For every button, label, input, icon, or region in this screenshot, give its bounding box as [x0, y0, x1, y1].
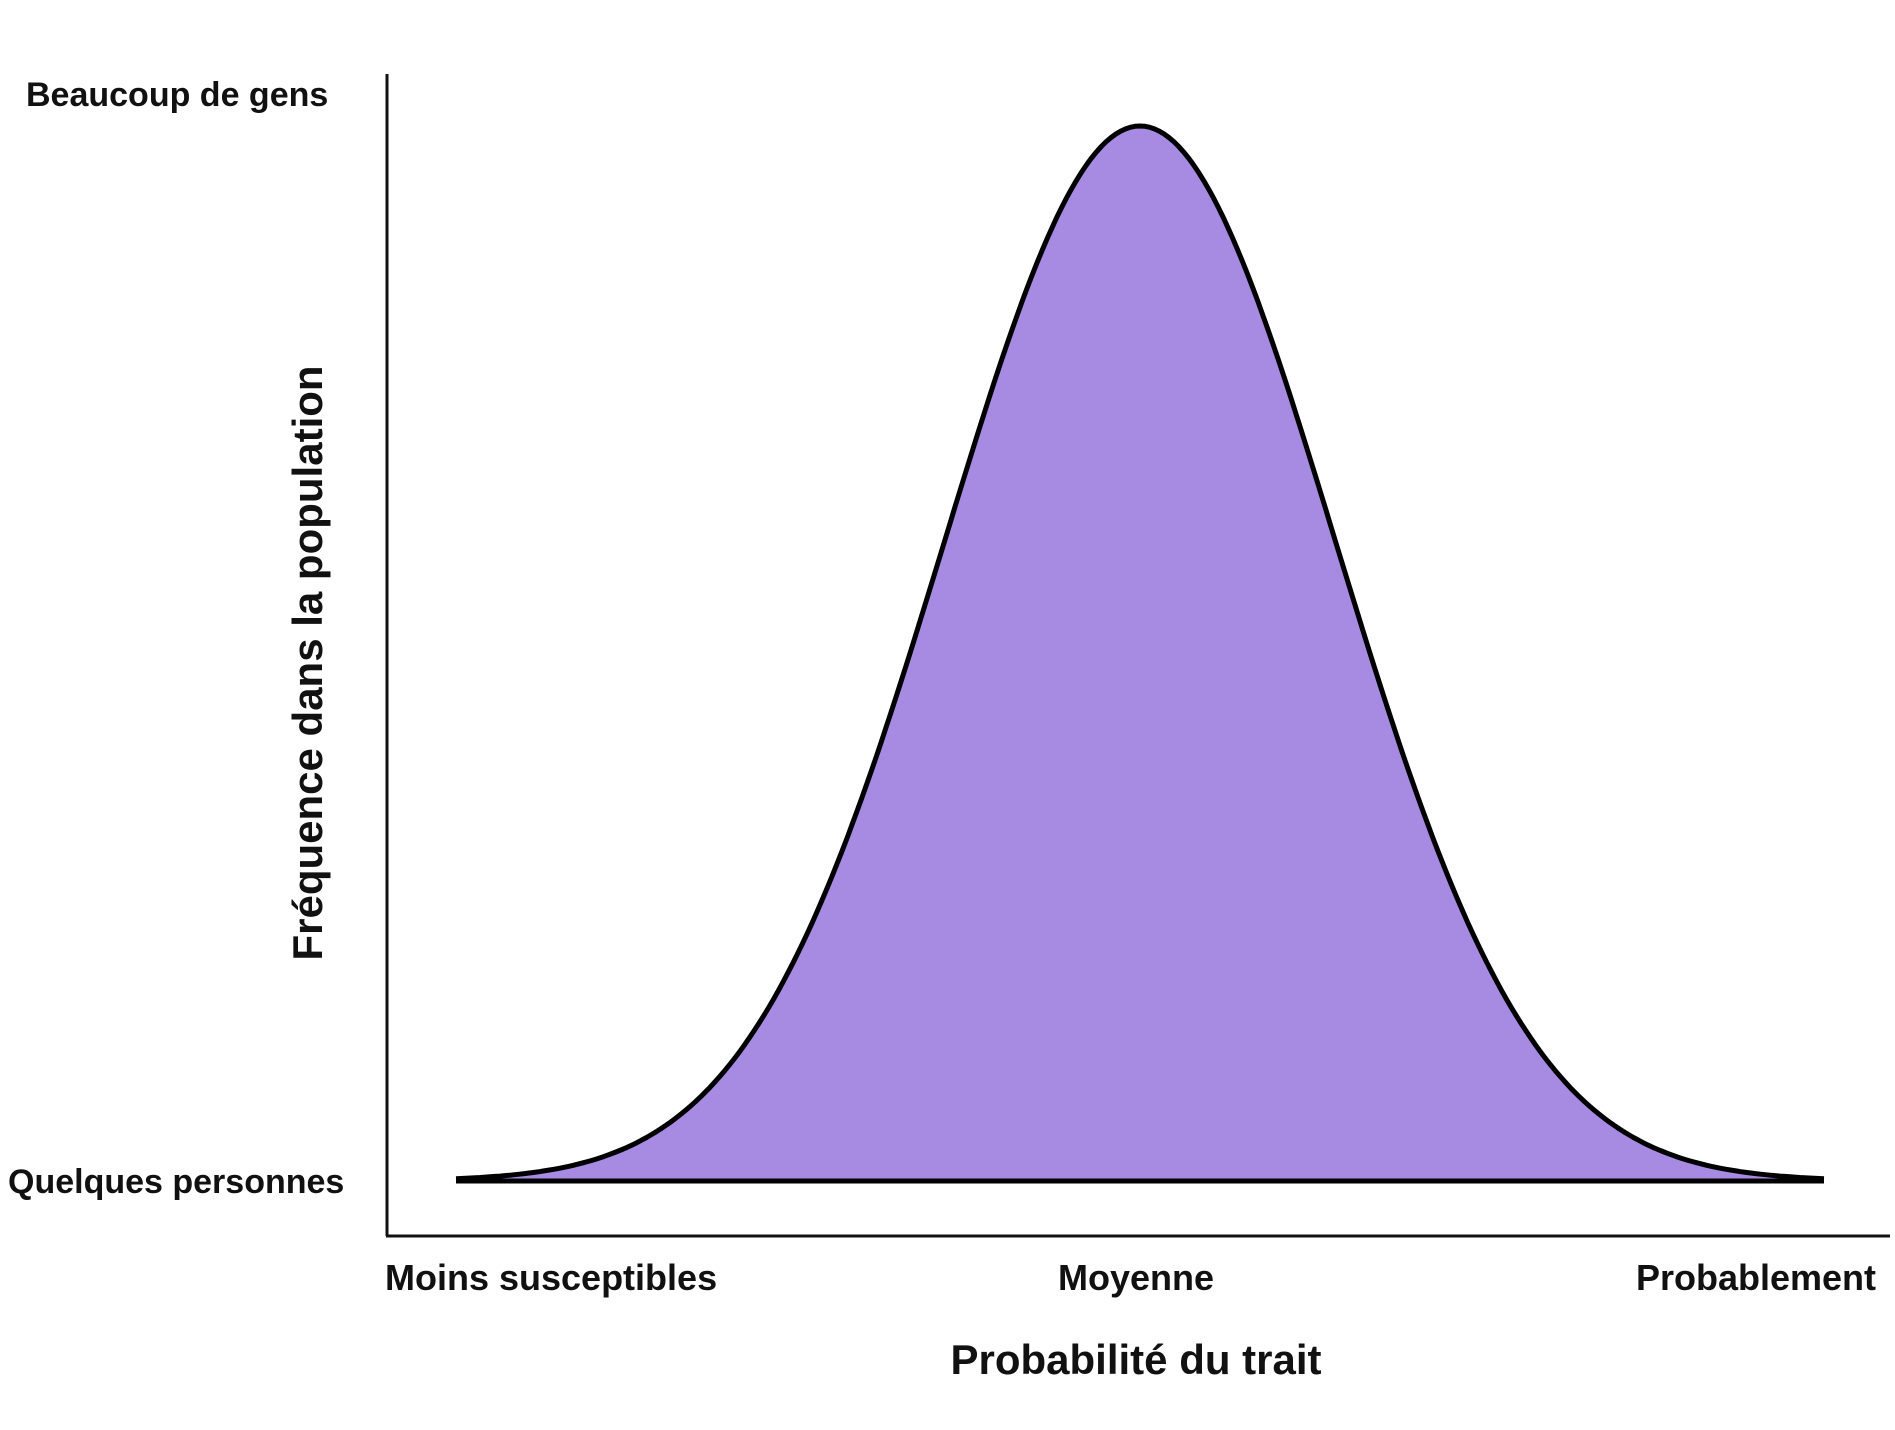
distribution-curve	[455, 123, 1825, 1182]
x-tick-left: Moins susceptibles	[385, 1257, 717, 1298]
y-axis-label: Fréquence dans la population	[284, 365, 331, 960]
distribution-area	[456, 126, 1824, 1181]
x-tick-right: Probablement	[1636, 1257, 1876, 1298]
y-tick-bottom: Quelques personnes	[8, 1163, 344, 1201]
x-tick-center: Moyenne	[1058, 1257, 1214, 1298]
x-axis-label: Probabilité du trait	[950, 1336, 1321, 1383]
y-tick-top: Beaucoup de gens	[26, 76, 328, 114]
